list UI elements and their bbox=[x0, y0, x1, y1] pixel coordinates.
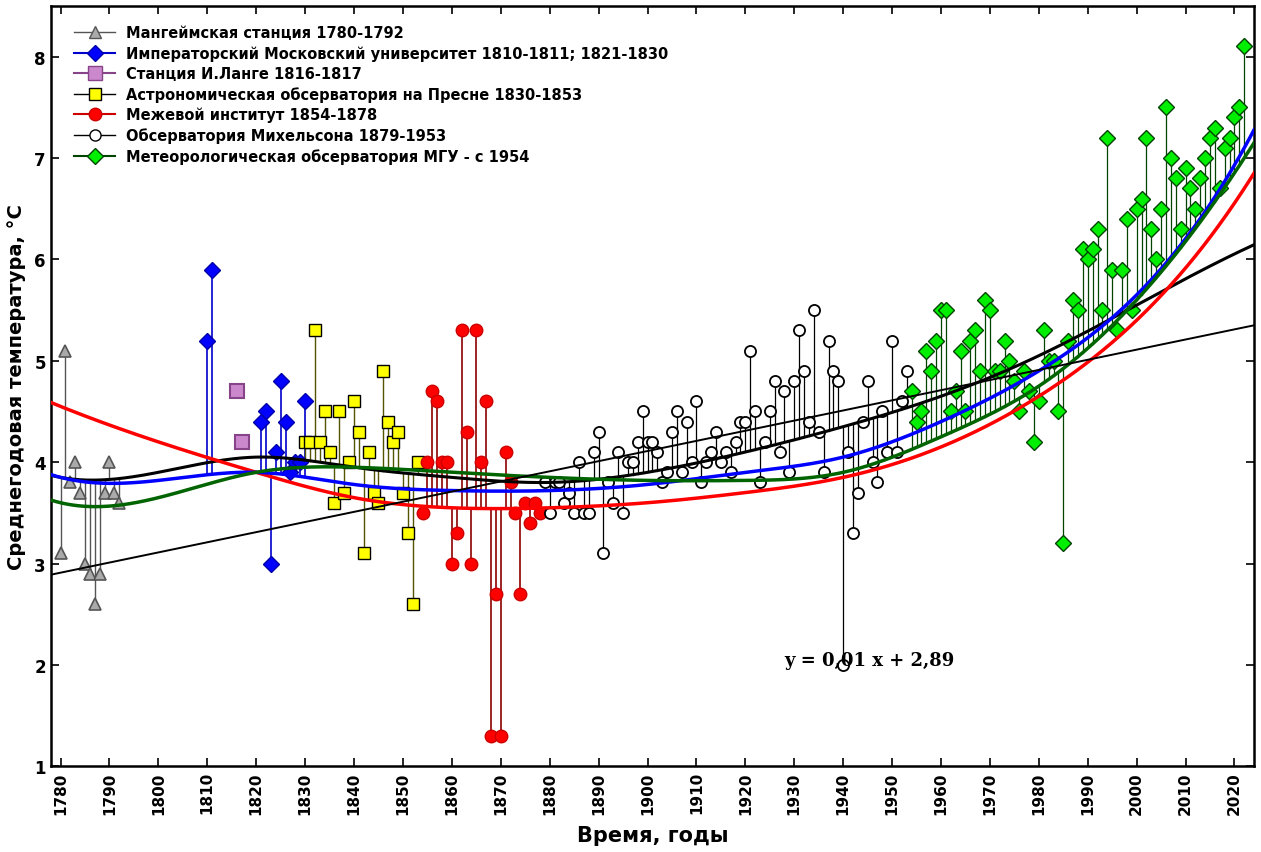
Legend: Мангеймская станция 1780-1792, Императорский Московский университет 1810-1811; 1: Мангеймская станция 1780-1792, Император… bbox=[71, 22, 672, 170]
Y-axis label: Среднегодовая температура, °С: Среднегодовая температура, °С bbox=[8, 204, 26, 569]
Text: y = 0,01 x + 2,89: y = 0,01 x + 2,89 bbox=[784, 651, 955, 669]
X-axis label: Время, годы: Время, годы bbox=[576, 825, 728, 845]
